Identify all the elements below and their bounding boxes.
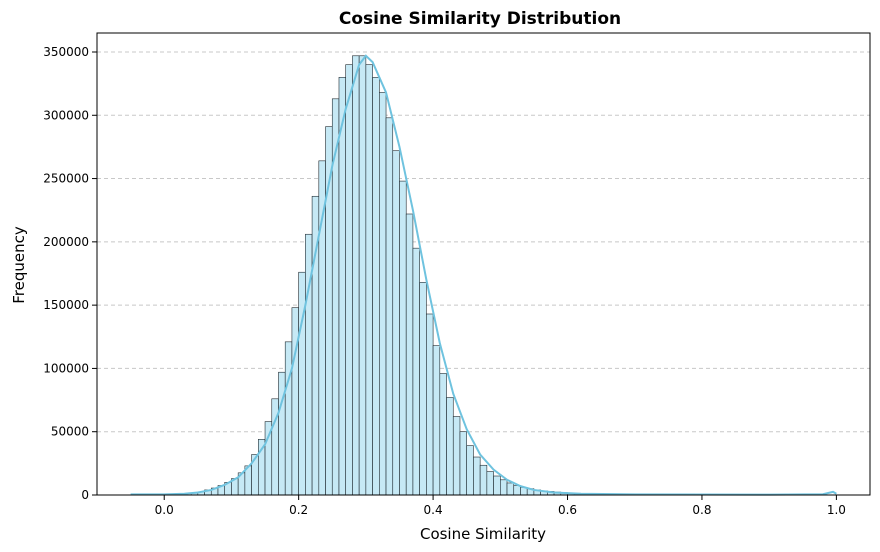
histogram-bar — [446, 397, 454, 496]
y-axis-label: Frequency — [10, 226, 28, 304]
histogram-bar — [284, 341, 293, 496]
histogram-bar — [385, 117, 394, 496]
histogram-bar — [500, 479, 508, 496]
y-gridlines — [97, 51, 870, 433]
histogram-bar — [412, 247, 420, 496]
histogram-bar — [473, 456, 481, 496]
y-tick-label: 250000 — [43, 172, 89, 186]
y-tick-label: 100000 — [43, 361, 89, 375]
histogram-bar — [513, 485, 521, 496]
histogram-bar — [338, 77, 347, 496]
histogram-bar — [452, 416, 461, 496]
y-tick-label: 200000 — [43, 235, 89, 249]
histogram-bar — [439, 373, 447, 496]
histogram-bar — [372, 77, 380, 496]
histogram-bar — [459, 431, 467, 496]
x-tick-label: 0.0 — [155, 503, 174, 517]
histogram-bar — [399, 180, 407, 496]
histogram-bar — [426, 313, 434, 496]
y-tick-label: 150000 — [43, 298, 89, 312]
histogram-bar — [493, 475, 501, 496]
histogram-bar — [466, 445, 474, 496]
histogram-bar — [358, 55, 367, 496]
histogram-bar — [392, 150, 400, 496]
y-tick-label: 50000 — [51, 425, 89, 439]
histogram-bar — [379, 92, 387, 496]
x-tick-label: 0.4 — [424, 503, 443, 517]
histogram-bar — [365, 64, 373, 496]
chart-title: Cosine Similarity Distribution — [339, 9, 621, 29]
x-axis-ticks: 0.0 0.2 0.4 0.6 0.8 1.0 — [155, 495, 846, 517]
histogram-bars — [190, 55, 609, 496]
histogram-bar — [405, 213, 414, 496]
y-tick-label: 350000 — [43, 45, 89, 59]
plot-frame — [96, 32, 871, 496]
y-tick-label: 300000 — [43, 108, 89, 122]
y-axis-ticks: 0 50000 100000 150000 200000 250000 300000 3500… — [43, 45, 97, 502]
y-tick-label: 0 — [81, 488, 89, 502]
histogram-bar — [432, 345, 441, 496]
histogram-bar — [486, 471, 494, 496]
kde-curve — [130, 54, 837, 496]
histogram-bar — [352, 55, 360, 496]
histogram-bar — [419, 282, 427, 496]
x-tick-label: 0.2 — [289, 503, 308, 517]
x-tick-label: 0.6 — [558, 503, 577, 517]
histogram-bar — [291, 307, 299, 496]
histogram-bar — [479, 464, 488, 496]
x-axis-label: Cosine Similarity — [420, 525, 546, 543]
histogram-bar — [345, 64, 353, 496]
x-tick-label: 1.0 — [827, 503, 846, 517]
x-tick-label: 0.8 — [692, 503, 711, 517]
histogram-bar — [506, 482, 515, 496]
